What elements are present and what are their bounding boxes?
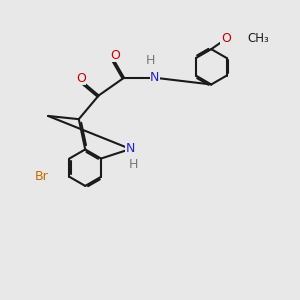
Text: O: O (76, 72, 86, 85)
Text: CH₃: CH₃ (247, 32, 269, 45)
Text: Br: Br (35, 170, 49, 183)
Text: H: H (129, 158, 138, 171)
Text: N: N (150, 71, 160, 84)
Text: O: O (221, 32, 231, 45)
Text: H: H (146, 54, 155, 67)
Text: N: N (126, 142, 135, 155)
Text: O: O (110, 49, 120, 62)
